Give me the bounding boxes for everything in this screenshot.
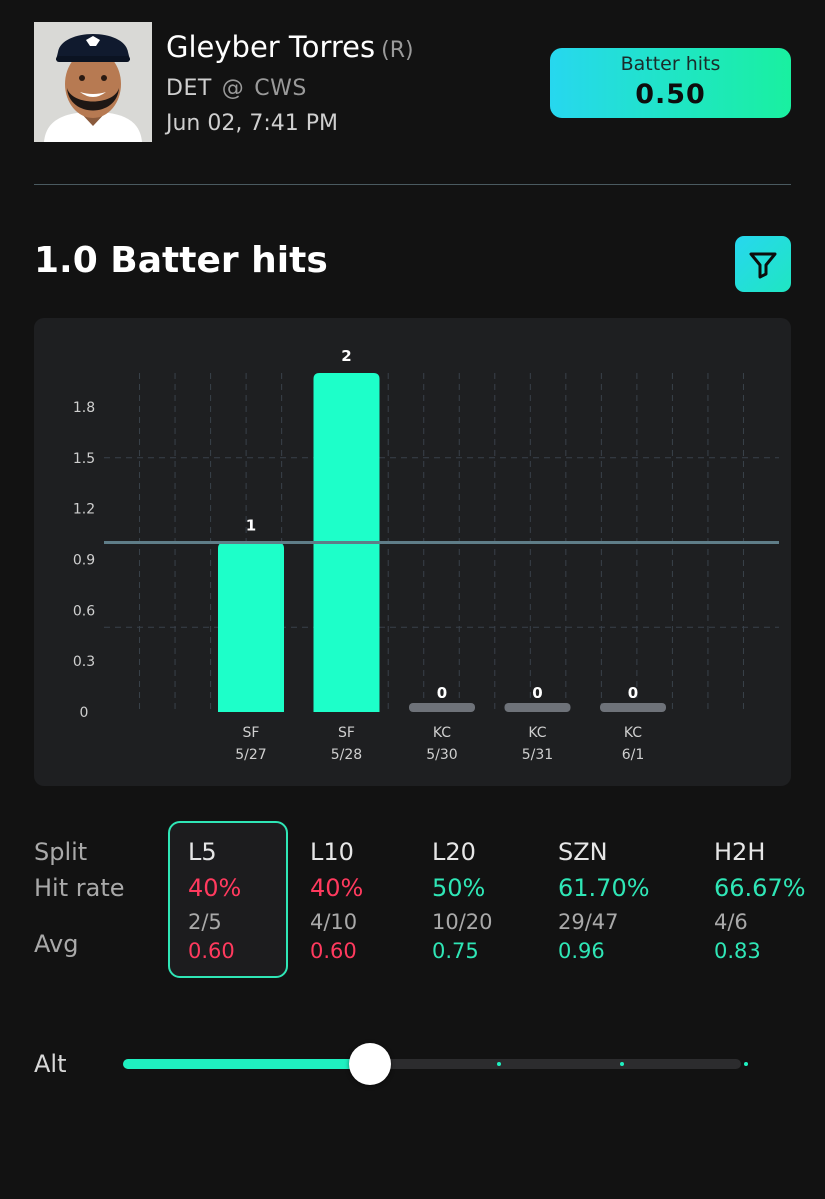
split-name: L5: [188, 838, 217, 866]
x-opponent-label: KC: [624, 725, 642, 741]
slider-stop-dot[interactable]: [249, 1062, 254, 1066]
split-avg: 0.60: [310, 939, 357, 963]
y-tick-label: 1.2: [73, 502, 95, 518]
x-date-label: 5/30: [426, 747, 457, 763]
split-name: L10: [310, 838, 354, 866]
y-tick-label: 0.9: [73, 552, 95, 568]
chart-bar: [409, 703, 475, 712]
split-avg: 0.60: [188, 939, 235, 963]
y-tick-label: 1.8: [73, 400, 95, 416]
prop-line-label: Batter hits: [620, 53, 721, 75]
y-tick-label: 0.6: [73, 603, 95, 619]
team-label: DET: [166, 76, 212, 101]
split-hit-rate: 40%: [188, 874, 242, 902]
split-name: SZN: [558, 838, 608, 866]
handedness-label: (R): [381, 38, 414, 63]
matchup: DET @ CWS: [166, 76, 307, 101]
x-date-label: 5/31: [522, 747, 553, 763]
chart-bar: [504, 703, 571, 712]
hits-chart: 0 0.3 0.6 0.9 1.2 1.5 1.8 1 SF 5/27 2 SF 5/28 0 KC 5/30…: [34, 318, 791, 786]
hit-rate-row-label: Hit rate: [34, 874, 125, 902]
chart-bar: [218, 542, 284, 712]
bar-value-label: 0: [628, 684, 638, 702]
prop-line-value: 0.50: [635, 79, 706, 110]
opponent-label: CWS: [254, 76, 307, 101]
prop-line-badge[interactable]: Batter hits 0.50: [550, 48, 791, 118]
alt-label: Alt: [34, 1050, 67, 1078]
player-name-text: Gleyber Torres: [166, 30, 376, 64]
hits-chart-svg: 0 0.3 0.6 0.9 1.2 1.5 1.8 1 SF 5/27 2 SF 5/28 0 KC 5/30…: [73, 347, 779, 763]
bar-value-label: 1: [246, 517, 256, 535]
x-opponent-label: KC: [433, 725, 451, 741]
split-name: L20: [432, 838, 476, 866]
x-opponent-label: SF: [338, 725, 355, 741]
x-opponent-label: SF: [243, 725, 260, 741]
split-hit-rate: 61.70%: [558, 874, 650, 902]
slider-stop-dot[interactable]: [496, 1062, 501, 1066]
slider-fill: [123, 1059, 371, 1069]
y-tick-label: 0: [80, 705, 89, 721]
player-name: Gleyber Torres (R): [166, 30, 414, 64]
split-avg: 0.75: [432, 939, 479, 963]
split-fraction: 4/10: [310, 910, 358, 934]
split-row-label: Split: [34, 838, 88, 866]
x-date-label: 5/27: [235, 747, 266, 763]
split-col-h2h[interactable]: H2H 66.67% 4/6 0.83: [714, 838, 825, 978]
player-avatar: [34, 22, 152, 142]
chart-bar: [600, 703, 666, 712]
y-tick-label: 1.5: [73, 451, 95, 467]
x-opponent-label: KC: [528, 725, 546, 741]
slider-stop-dot[interactable]: [744, 1062, 748, 1066]
bar-value-label: 2: [341, 347, 351, 365]
selected-split-highlight: [168, 821, 288, 978]
split-name: H2H: [714, 838, 766, 866]
y-tick-label: 0.3: [73, 654, 95, 670]
filter-button[interactable]: [735, 236, 791, 292]
split-fraction: 2/5: [188, 910, 222, 934]
bar-value-label: 0: [532, 684, 542, 702]
split-avg: 0.96: [558, 939, 605, 963]
split-fraction: 29/47: [558, 910, 619, 934]
slider-stop-dot[interactable]: [620, 1062, 625, 1066]
split-hit-rate: 66.67%: [714, 874, 806, 902]
x-date-label: 5/28: [331, 747, 362, 763]
split-fraction: 4/6: [714, 910, 748, 934]
split-avg: 0.83: [714, 939, 761, 963]
x-date-label: 6/1: [622, 747, 645, 763]
alt-line-slider[interactable]: [123, 1043, 748, 1085]
at-symbol: @: [221, 76, 245, 101]
slider-stop-dot[interactable]: [126, 1062, 130, 1066]
section-title: 1.0 Batter hits: [34, 240, 328, 281]
header-divider: [34, 184, 791, 185]
filter-funnel-icon: [749, 252, 777, 279]
split-hit-rate: 50%: [432, 874, 486, 902]
avg-row-label: Avg: [34, 930, 79, 958]
split-hit-rate: 40%: [310, 874, 364, 902]
bar-value-label: 0: [437, 684, 447, 702]
split-fraction: 10/20: [432, 910, 493, 934]
game-time: Jun 02, 7:41 PM: [166, 111, 338, 136]
slider-thumb[interactable]: [349, 1043, 392, 1085]
